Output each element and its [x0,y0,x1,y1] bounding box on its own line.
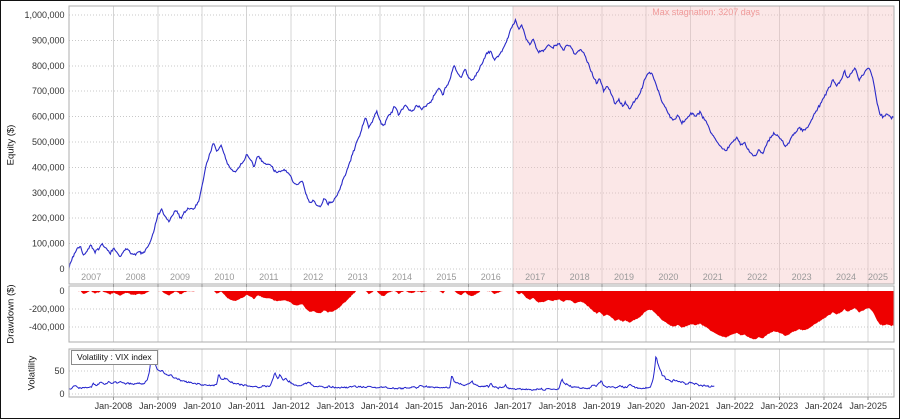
equity-x-year-label: 2010 [214,272,234,282]
volatility-x-tick-label: Jan-2021 [672,401,710,411]
equity-x-year-label: 2007 [81,272,101,282]
equity-x-year-label: 2022 [747,272,767,282]
volatility-x-tick-label: Jan-2014 [361,401,399,411]
drawdown-area [69,291,894,340]
volatility-x-tick-label: Jan-2011 [228,401,265,411]
volatility-x-tick-label: Jan-2019 [583,401,621,411]
panel-border [68,285,895,343]
volatility-x-tick-label: Jan-2015 [405,401,443,411]
equity-x-year-label: 2013 [348,272,368,282]
volatility-y-tick-label: 50 [54,366,64,376]
volatility-x-tick-label: Jan-2013 [317,401,355,411]
equity-y-tick-label: 400,000 [32,162,65,172]
panel-border [68,5,895,285]
volatility-panel [69,349,894,397]
volatility-x-tick-label: Jan-2012 [272,401,310,411]
equity-x-year-label: 2024 [836,272,856,282]
drawdown-y-tick-label: 0 [59,286,64,296]
volatility-x-tick-label: Jan-2024 [805,401,843,411]
equity-y-tick-label: 800,000 [32,61,65,71]
equity-x-year-label: 2025 [868,272,888,282]
volatility-y-tick-label: 0 [59,389,64,399]
volatility-x-tick-label: Jan-2023 [761,401,799,411]
equity-curve [68,17,894,269]
equity-y-tick-label: 600,000 [32,112,65,122]
volatility-x-tick-label: Jan-2022 [716,401,754,411]
equity-x-year-label: 2021 [703,272,723,282]
equity-x-year-label: 2015 [436,272,456,282]
panel-border [68,348,895,398]
equity-y-tick-label: 100,000 [32,239,65,249]
equity-x-year-label: 2012 [303,272,323,282]
equity-y-tick-label: 200,000 [32,213,65,223]
equity-y-tick-label: 0 [59,264,64,274]
equity-y-tick-label: 900,000 [32,35,65,45]
equity-y-tick-label: 700,000 [32,86,65,96]
volatility-x-tick-label: Jan-2009 [139,401,177,411]
volatility-curve [68,355,715,391]
equity-y-tick-label: 1,000,000 [24,10,64,20]
equity-x-year-label: 2009 [170,272,190,282]
volatility-x-tick-label: Jan-2020 [627,401,665,411]
equity-x-year-label: 2018 [570,272,590,282]
drawdown-y-tick-label: -200,000 [29,304,65,314]
equity-x-year-label: 2016 [481,272,501,282]
equity-y-tick-label: 300,000 [32,188,65,198]
equity-x-year-label: 2020 [658,272,678,282]
equity-x-year-label: 2017 [525,272,545,282]
volatility-x-tick-label: Jan-2016 [450,401,488,411]
volatility-x-tick-label: Jan-2010 [183,401,221,411]
volatility-x-tick-label: Jan-2017 [494,401,532,411]
stagnation-region [513,6,894,284]
equity-panel [69,6,894,284]
volatility-x-tick-label: Jan-2018 [539,401,577,411]
equity-x-year-label: 2011 [259,272,278,282]
volatility-x-tick-label: Jan-2025 [849,401,887,411]
volatility-x-tick-label: Jan-2008 [95,401,133,411]
equity-x-year-label: 2008 [126,272,146,282]
equity-x-year-label: 2023 [792,272,812,282]
drawdown-y-tick-label: -400,000 [29,322,65,332]
equity-x-year-label: 2014 [392,272,412,282]
equity-y-tick-label: 500,000 [32,137,65,147]
equity-x-year-label: 2019 [614,272,634,282]
